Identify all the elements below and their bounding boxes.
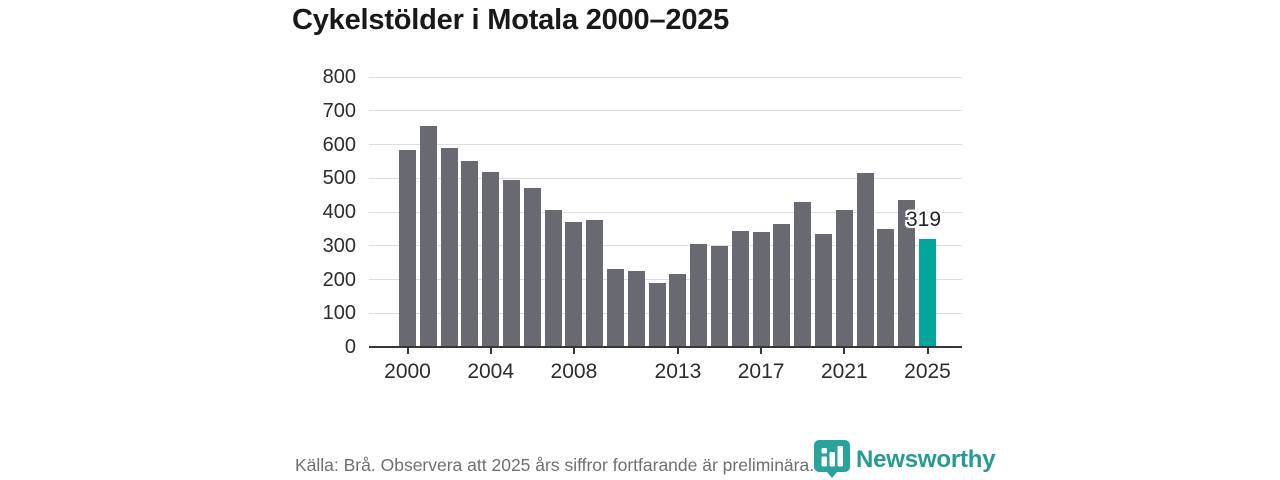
x-axis-label-2004: 2004	[467, 360, 515, 383]
bar-2025-highlight	[919, 239, 936, 347]
bar-2023	[877, 228, 895, 347]
gridline-400	[369, 211, 962, 213]
bar-2018	[773, 223, 791, 347]
x-axis-label-2021: 2021	[820, 360, 868, 383]
bar-2017	[752, 232, 770, 347]
highlight-value-label: 319	[905, 208, 942, 232]
bar-2022	[856, 173, 874, 347]
bar-2011	[627, 271, 645, 347]
bar-2005	[503, 179, 520, 347]
gridline-200	[369, 279, 962, 280]
x-axis-tick-2000	[406, 348, 409, 354]
newsworthy-wordmark: Newsworthy	[856, 446, 996, 473]
x-axis-tick-2017	[760, 348, 763, 354]
x-axis-tick-2025	[926, 348, 929, 354]
bar-2004	[482, 171, 500, 347]
bar-2014	[690, 244, 708, 347]
y-axis-label-400: 400	[322, 201, 356, 223]
x-axis-tick-2013	[676, 348, 679, 354]
y-axis-label-0: 0	[344, 336, 356, 358]
bar-2010	[607, 269, 624, 347]
newsworthy-pin-barchart-icon	[814, 440, 850, 478]
y-axis-label-600: 600	[322, 133, 356, 156]
bar-2006	[523, 188, 541, 347]
newsworthy-logo: Newsworthy	[813, 439, 996, 479]
gridline-600	[369, 144, 962, 145]
gridline-500	[369, 177, 962, 179]
bar-2016	[731, 230, 749, 347]
y-axis-label-200: 200	[322, 268, 356, 291]
plot-area: 319 2000 2004 2008 2013 2017 2021 2025	[369, 76, 962, 383]
x-axis-label-2008: 2008	[550, 360, 598, 383]
bar-2013	[669, 274, 687, 347]
bar-2008	[565, 222, 583, 347]
bar-2019	[794, 201, 812, 347]
bar-2021	[835, 210, 853, 347]
bar-2024	[898, 200, 916, 347]
x-axis-label-2000: 2000	[384, 360, 431, 383]
bar-2003	[461, 161, 479, 347]
y-axis-label-100: 100	[322, 302, 356, 325]
x-axis-tick-2008	[572, 348, 575, 354]
bar-2012	[648, 282, 666, 347]
x-axis-tick-2021	[843, 348, 846, 354]
gridline-300	[369, 245, 962, 247]
bar-2001	[419, 125, 437, 347]
bar-2002	[440, 147, 458, 347]
y-axis-label-800: 800	[322, 66, 356, 88]
bar-2000	[399, 149, 416, 347]
gridline-700	[369, 110, 962, 112]
x-axis-label-2013: 2013	[654, 360, 702, 383]
bar-2009	[586, 220, 604, 347]
y-axis-label-300: 300	[322, 234, 356, 257]
gridline-800	[369, 76, 962, 78]
x-axis-tick-2004	[489, 348, 492, 354]
y-axis-label-700: 700	[322, 99, 356, 122]
x-axis-line	[369, 346, 962, 348]
x-axis-label-2017: 2017	[737, 360, 785, 383]
source-note: Källa: Brå. Observera att 2025 års siffr…	[295, 455, 815, 475]
x-axis-label-2025: 2025	[904, 360, 951, 383]
y-axis-label-500: 500	[322, 167, 356, 190]
chart-title: Cykelstölder i Motala 2000–2025	[292, 4, 730, 36]
bar-2015	[711, 245, 728, 347]
bar-2020	[815, 233, 832, 347]
bar-2007	[544, 210, 562, 347]
